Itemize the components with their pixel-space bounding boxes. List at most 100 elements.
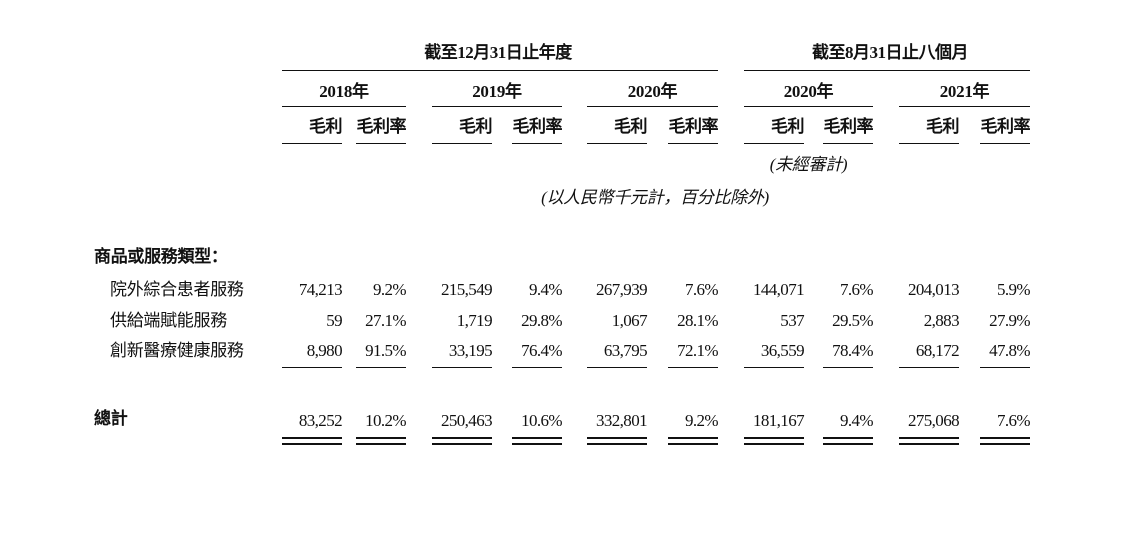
subtotal-underline — [512, 367, 562, 368]
total-double-underline — [587, 443, 647, 445]
group-title-year-ended: 截至12月31日止年度 — [424, 43, 572, 62]
total-double-underline — [980, 437, 1030, 439]
subtotal-underline — [744, 367, 804, 368]
col-underline — [899, 143, 959, 144]
col-underline — [980, 143, 1030, 144]
subtotal-underline — [356, 367, 406, 368]
total-double-underline — [432, 443, 492, 445]
col-underline — [668, 143, 718, 144]
row-label: 創新醫療健康服務 — [110, 341, 244, 360]
year-header-2019: 2019年 — [472, 82, 522, 101]
col-header-gross-margin: 毛利率 — [356, 117, 407, 136]
total-double-underline — [668, 437, 718, 439]
cell-gross-profit: 1,067 — [611, 311, 648, 330]
total-gross-margin: 9.4% — [839, 411, 874, 430]
total-gross-profit: 83,252 — [298, 411, 343, 430]
col-header-gross-margin: 毛利率 — [668, 117, 719, 136]
group-underline-year-ended — [282, 70, 718, 71]
total-gross-profit: 250,463 — [440, 411, 493, 430]
cell-gross-profit: 68,172 — [915, 341, 960, 360]
section-title: 商品或服務類型： — [94, 247, 228, 266]
unaudited-note: (未經審計) — [769, 155, 848, 174]
cell-gross-margin: 9.2% — [372, 280, 407, 299]
total-double-underline — [899, 437, 959, 439]
total-gross-profit: 332,801 — [595, 411, 648, 430]
cell-gross-margin: 72.1% — [677, 341, 719, 360]
cell-gross-profit: 537 — [780, 311, 804, 330]
col-underline — [823, 143, 873, 144]
col-header-gross-margin: 毛利率 — [512, 117, 563, 136]
total-double-underline — [668, 443, 718, 445]
col-underline — [512, 143, 562, 144]
group-title-eight-months: 截至8月31日止八個月 — [812, 43, 969, 62]
year-header-2021: 2021年 — [939, 82, 990, 101]
total-double-underline — [744, 443, 804, 445]
cell-gross-profit: 8,980 — [306, 341, 343, 360]
total-double-underline — [282, 443, 342, 445]
cell-gross-profit: 1,719 — [456, 311, 493, 330]
year-header-2020: 2020年 — [627, 82, 678, 101]
cell-gross-profit: 204,013 — [907, 280, 960, 299]
subtotal-underline — [823, 367, 873, 368]
year-underline-2020-eight-months — [744, 106, 873, 107]
col-header-gross-profit: 毛利 — [926, 117, 960, 136]
total-gross-margin: 7.6% — [996, 411, 1031, 430]
total-double-underline — [587, 437, 647, 439]
row-label: 供給端賦能服務 — [110, 311, 227, 330]
year-underline-2021 — [899, 106, 1030, 107]
cell-gross-margin: 76.4% — [521, 341, 563, 360]
total-double-underline — [356, 443, 406, 445]
col-underline — [744, 143, 804, 144]
col-header-gross-profit: 毛利 — [771, 117, 805, 136]
total-gross-profit: 181,167 — [752, 411, 805, 430]
total-double-underline — [899, 443, 959, 445]
row-label: 院外綜合患者服務 — [110, 280, 244, 299]
total-double-underline — [823, 437, 873, 439]
cell-gross-profit: 63,795 — [603, 341, 648, 360]
total-double-underline — [282, 437, 342, 439]
group-underline-eight-months — [744, 70, 1030, 71]
total-gross-margin: 9.2% — [684, 411, 719, 430]
subtotal-underline — [980, 367, 1030, 368]
subtotal-underline — [899, 367, 959, 368]
col-underline — [356, 143, 406, 144]
cell-gross-margin: 7.6% — [839, 280, 874, 299]
total-gross-margin: 10.6% — [521, 411, 563, 430]
subtotal-underline — [668, 367, 718, 368]
col-header-gross-margin: 毛利率 — [823, 117, 874, 136]
subtotal-underline — [282, 367, 342, 368]
cell-gross-profit: 144,071 — [752, 280, 805, 299]
cell-gross-profit: 59 — [326, 311, 342, 330]
total-gross-margin: 10.2% — [365, 411, 407, 430]
year-underline-2019 — [432, 106, 562, 107]
col-header-gross-profit: 毛利 — [309, 117, 343, 136]
cell-gross-profit: 33,195 — [448, 341, 493, 360]
col-underline — [587, 143, 647, 144]
year-underline-2020 — [587, 106, 718, 107]
total-double-underline — [512, 437, 562, 439]
cell-gross-margin: 78.4% — [832, 341, 874, 360]
cell-gross-margin: 29.5% — [832, 311, 874, 330]
subtotal-underline — [432, 367, 492, 368]
year-header-2018: 2018年 — [319, 82, 369, 101]
cell-gross-margin: 29.8% — [521, 311, 563, 330]
cell-gross-profit: 267,939 — [595, 280, 648, 299]
total-double-underline — [356, 437, 406, 439]
col-underline — [282, 143, 342, 144]
cell-gross-margin: 91.5% — [365, 341, 407, 360]
total-double-underline — [744, 437, 804, 439]
total-double-underline — [512, 443, 562, 445]
cell-gross-margin: 9.4% — [528, 280, 563, 299]
col-header-gross-profit: 毛利 — [614, 117, 648, 136]
cell-gross-profit: 215,549 — [440, 280, 493, 299]
subtotal-underline — [587, 367, 647, 368]
cell-gross-margin: 7.6% — [684, 280, 719, 299]
total-gross-profit: 275,068 — [907, 411, 960, 430]
cell-gross-margin: 47.8% — [989, 341, 1031, 360]
total-double-underline — [980, 443, 1030, 445]
cell-gross-profit: 36,559 — [760, 341, 805, 360]
cell-gross-profit: 2,883 — [923, 311, 960, 330]
cell-gross-margin: 27.1% — [365, 311, 407, 330]
col-header-gross-margin: 毛利率 — [980, 117, 1031, 136]
col-header-gross-profit: 毛利 — [459, 117, 493, 136]
